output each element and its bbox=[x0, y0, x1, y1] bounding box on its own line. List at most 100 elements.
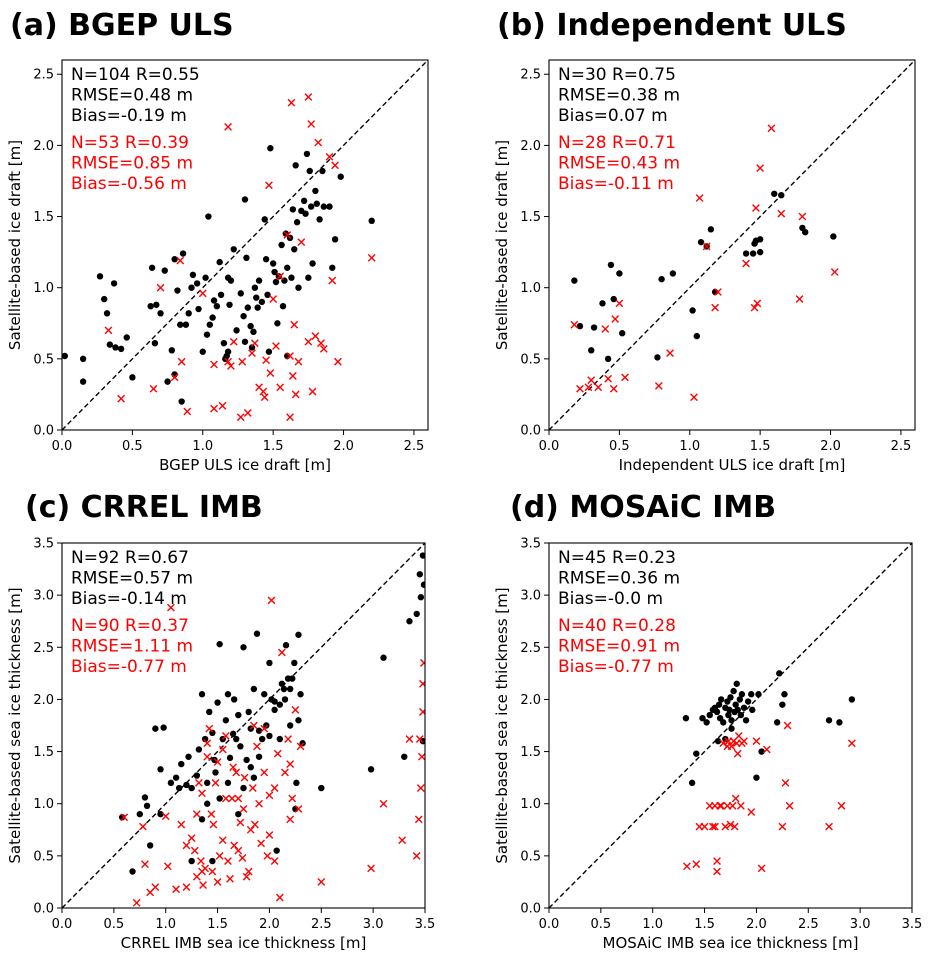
stats-red-line: RMSE=0.91 m bbox=[558, 637, 680, 657]
data-point bbox=[253, 630, 261, 637]
data-point bbox=[293, 779, 300, 787]
data-point bbox=[699, 715, 706, 722]
data-point-x bbox=[733, 749, 742, 758]
x-tick-label: 2.0 bbox=[333, 439, 354, 454]
data-point-x bbox=[198, 289, 207, 298]
data-point bbox=[725, 711, 732, 719]
stats-red-line: RMSE=0.85 m bbox=[71, 154, 193, 174]
data-points bbox=[682, 670, 856, 876]
data-point bbox=[254, 304, 261, 311]
data-point bbox=[209, 729, 216, 736]
data-point bbox=[178, 398, 185, 405]
data-point bbox=[736, 696, 744, 703]
data-point-x bbox=[199, 881, 207, 889]
data-point-x bbox=[207, 810, 216, 819]
data-point bbox=[753, 774, 760, 781]
data-point bbox=[802, 228, 809, 236]
data-point bbox=[278, 241, 285, 249]
data-point bbox=[193, 280, 201, 287]
data-point bbox=[276, 701, 283, 708]
stats-red-line: Bias=-0.56 m bbox=[71, 174, 187, 194]
data-point bbox=[730, 687, 737, 695]
data-point bbox=[185, 310, 192, 317]
data-point bbox=[240, 312, 247, 320]
data-point bbox=[693, 332, 701, 340]
data-point-x bbox=[283, 231, 292, 239]
y-tick-label: 3.5 bbox=[520, 537, 541, 552]
panel-c: 0.00.0 0.5 0.5 1.0 1.0 1.5 1.5 2.0 2.0 2.5 2.5 3.0 3… bbox=[6, 537, 435, 953]
data-point-x bbox=[584, 383, 593, 392]
data-point-x bbox=[778, 822, 787, 831]
y-tick-label: 2.5 bbox=[33, 641, 54, 656]
data-point-x bbox=[576, 384, 584, 393]
data-point bbox=[748, 691, 755, 698]
y-tick-label: 2.0 bbox=[33, 139, 54, 154]
data-point bbox=[727, 694, 734, 701]
data-point bbox=[222, 717, 230, 724]
data-point-x bbox=[213, 878, 222, 886]
data-point bbox=[179, 250, 187, 257]
data-point-x bbox=[226, 874, 234, 883]
data-point bbox=[289, 675, 296, 682]
y-tick-label: 3.5 bbox=[33, 537, 54, 552]
data-point-x bbox=[263, 851, 272, 860]
plot-frame bbox=[548, 542, 913, 909]
data-point bbox=[96, 273, 104, 280]
data-point-x bbox=[248, 349, 256, 358]
x-tick-label: 2.5 bbox=[798, 917, 819, 932]
data-point bbox=[292, 162, 299, 169]
data-point bbox=[255, 727, 263, 734]
data-point bbox=[143, 802, 151, 809]
data-point bbox=[738, 691, 746, 698]
data-point bbox=[329, 264, 336, 271]
x-tick-label: 1.5 bbox=[694, 917, 715, 932]
plot-frame bbox=[61, 59, 429, 431]
data-point bbox=[313, 200, 320, 207]
panel-title: (c) CRREL IMB bbox=[25, 490, 263, 525]
y-tick-label: 1.0 bbox=[520, 797, 541, 812]
data-point bbox=[289, 206, 297, 213]
data-point bbox=[271, 268, 278, 276]
data-point-x bbox=[120, 813, 129, 822]
data-point-x bbox=[276, 383, 285, 392]
data-point bbox=[773, 719, 781, 726]
data-point bbox=[271, 698, 278, 705]
data-point-x bbox=[167, 603, 175, 612]
data-point bbox=[726, 706, 733, 714]
data-point bbox=[269, 260, 277, 267]
data-point bbox=[79, 378, 87, 385]
data-point bbox=[306, 167, 313, 175]
data-point-x bbox=[265, 181, 273, 190]
x-tick-label: 1.0 bbox=[192, 439, 213, 454]
data-points bbox=[62, 93, 376, 422]
data-point bbox=[217, 291, 225, 299]
data-point-x bbox=[267, 596, 276, 605]
data-point-x bbox=[752, 204, 760, 212]
one-to-one-line bbox=[62, 543, 425, 908]
data-point bbox=[295, 717, 302, 724]
data-point bbox=[164, 378, 171, 385]
data-point bbox=[300, 197, 308, 205]
data-point-x bbox=[215, 851, 224, 860]
stats-black-line: RMSE=0.38 m bbox=[558, 86, 680, 106]
data-point bbox=[267, 145, 274, 152]
data-point bbox=[112, 344, 119, 351]
data-point-x bbox=[221, 794, 230, 803]
y-tick-label: 1.0 bbox=[33, 797, 54, 812]
data-point bbox=[182, 321, 190, 328]
data-point-x bbox=[767, 124, 776, 133]
data-point bbox=[297, 691, 304, 698]
data-point-x bbox=[416, 784, 425, 792]
data-point bbox=[103, 310, 111, 317]
data-point-x bbox=[275, 893, 284, 902]
data-point-x bbox=[723, 742, 732, 751]
data-point-x bbox=[163, 862, 172, 871]
data-point bbox=[146, 842, 154, 849]
data-point-x bbox=[228, 794, 236, 803]
data-point bbox=[171, 256, 178, 263]
data-point bbox=[291, 659, 298, 667]
data-point bbox=[253, 294, 260, 301]
data-point-x bbox=[260, 724, 269, 733]
data-point bbox=[284, 264, 291, 271]
data-points bbox=[570, 124, 839, 402]
